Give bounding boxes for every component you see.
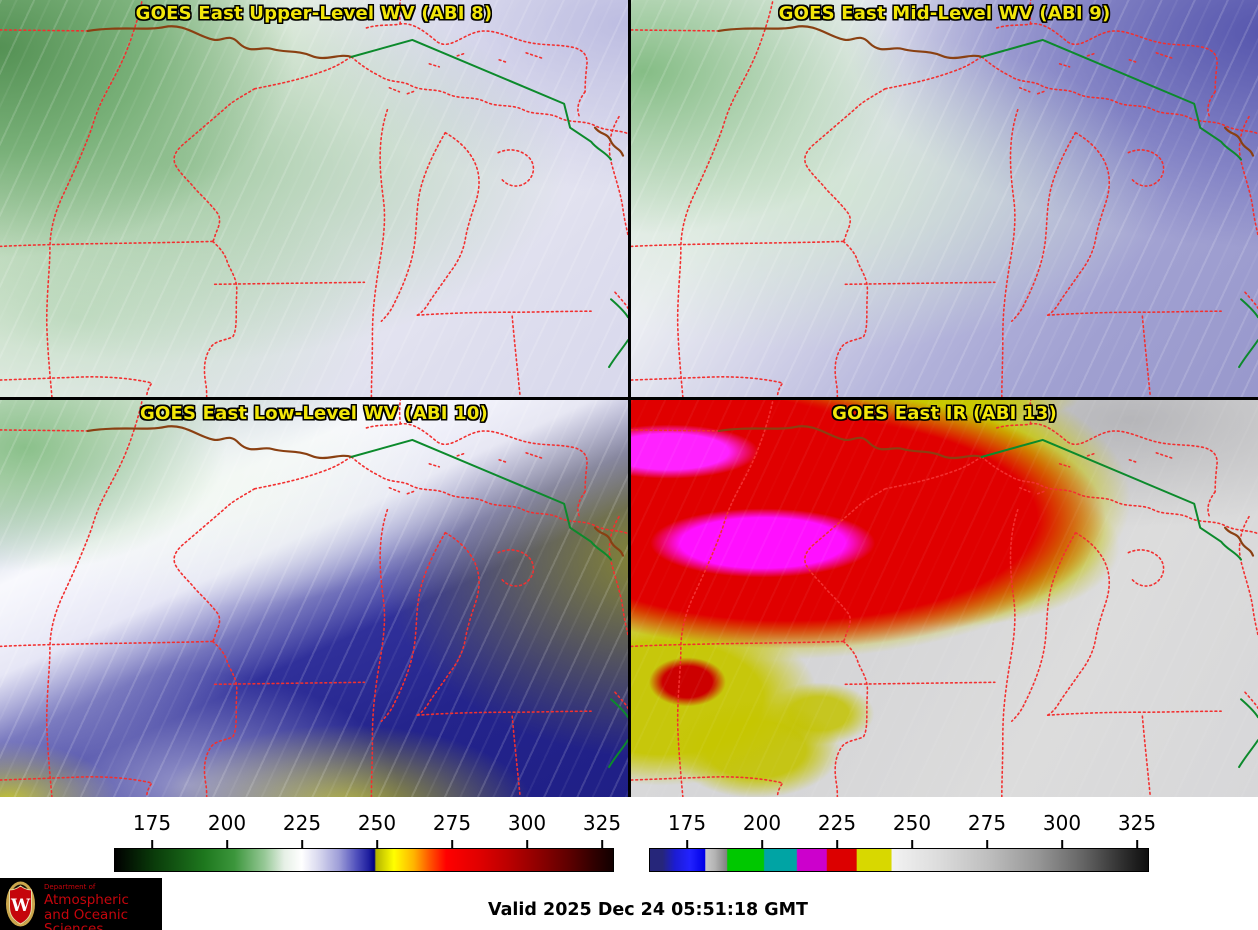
logo-atmospheric: Atmospheric [44, 892, 129, 909]
uw-aos-logo[interactable]: W Department of Atmospheric and Oceanic … [0, 878, 162, 930]
map-borders-overlay [631, 0, 1258, 397]
logo-oceanic-sciences: and Oceanic Sciences [44, 906, 129, 930]
panel-ir: GOES East IR (ABI 13) [631, 400, 1258, 797]
quadrant-grid: GOES East Upper-Level WV (ABI 8) GOES Ea… [0, 0, 1258, 797]
tick-mark [986, 840, 988, 848]
tick-label: 300 [1042, 811, 1082, 835]
tick-label: 225 [817, 811, 857, 835]
panel-title: GOES East Upper-Level WV (ABI 8) [135, 3, 493, 24]
tick-mark [601, 840, 603, 848]
tick-mark [686, 840, 688, 848]
tick-label: 325 [1117, 811, 1157, 835]
wv-colorbar: 175 200 225 250 275 300 325 [114, 797, 621, 875]
tick-mark [151, 840, 153, 848]
tick-mark [376, 840, 378, 848]
uw-crest-icon: W [6, 881, 35, 927]
tick-label: 250 [892, 811, 932, 835]
wv-colorbar-gradient [114, 848, 614, 872]
tick-mark [526, 840, 528, 848]
svg-text:W: W [10, 896, 31, 916]
tick-mark [1136, 840, 1138, 848]
tick-label: 225 [282, 811, 322, 835]
tick-mark [1061, 840, 1063, 848]
panel-title: GOES East Mid-Level WV (ABI 9) [778, 3, 1111, 24]
tick-mark [301, 840, 303, 848]
footer: 175 200 225 250 275 300 325 175 200 225 … [0, 797, 1258, 930]
tick-label: 300 [507, 811, 547, 835]
ir-colorbar: 175 200 225 250 275 300 325 [649, 797, 1156, 875]
panel-title: GOES East Low-Level WV (ABI 10) [140, 403, 488, 424]
map-borders-overlay [631, 400, 1258, 797]
panel-mid-level-wv: GOES East Mid-Level WV (ABI 9) [631, 0, 1258, 397]
tick-label: 200 [742, 811, 782, 835]
panel-upper-level-wv: GOES East Upper-Level WV (ABI 8) [0, 0, 628, 397]
tick-label: 175 [667, 811, 707, 835]
tick-label: 250 [357, 811, 397, 835]
tick-label: 175 [132, 811, 172, 835]
logo-text: Department of Atmospheric and Oceanic Sc… [44, 883, 162, 930]
map-borders-overlay [0, 0, 628, 397]
tick-label: 325 [582, 811, 622, 835]
tick-mark [226, 840, 228, 848]
panel-title: GOES East IR (ABI 13) [832, 403, 1057, 424]
tick-mark [451, 840, 453, 848]
tick-label: 275 [432, 811, 472, 835]
tick-mark [761, 840, 763, 848]
panel-low-level-wv: GOES East Low-Level WV (ABI 10) [0, 400, 628, 797]
tick-mark [911, 840, 913, 848]
tick-label: 200 [207, 811, 247, 835]
tick-label: 275 [967, 811, 1007, 835]
valid-time: Valid 2025 Dec 24 05:51:18 GMT [488, 900, 808, 920]
ir-colorbar-gradient [649, 848, 1149, 872]
logo-dept-of: Department of [44, 883, 96, 891]
map-borders-overlay [0, 400, 628, 797]
tick-mark [836, 840, 838, 848]
